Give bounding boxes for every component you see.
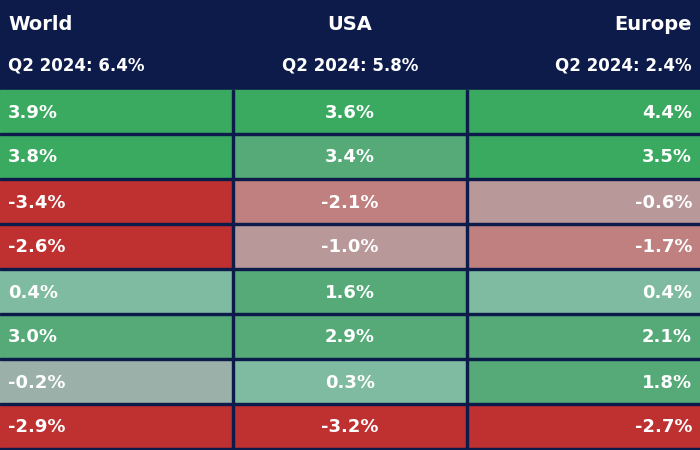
Bar	[233, 90, 467, 133]
Bar	[467, 135, 700, 178]
Text: 2.1%: 2.1%	[642, 328, 692, 346]
Bar	[232, 90, 234, 450]
Bar	[467, 225, 700, 268]
Text: -1.0%: -1.0%	[321, 238, 379, 256]
Bar	[467, 405, 700, 448]
Text: -2.1%: -2.1%	[321, 194, 379, 212]
Text: 3.8%: 3.8%	[8, 148, 58, 166]
Text: -1.7%: -1.7%	[634, 238, 692, 256]
Bar	[0, 403, 700, 405]
Bar	[0, 180, 233, 223]
Text: 3.6%: 3.6%	[325, 104, 375, 122]
Bar	[0, 90, 233, 133]
Text: -2.9%: -2.9%	[8, 418, 66, 436]
Bar	[0, 358, 700, 360]
Bar	[466, 90, 468, 450]
Text: Europe: Europe	[615, 15, 692, 34]
Bar	[0, 225, 233, 268]
Text: Q2 2024: 6.4%: Q2 2024: 6.4%	[8, 57, 144, 75]
Text: Q2 2024: 2.4%: Q2 2024: 2.4%	[555, 57, 692, 75]
Bar	[233, 180, 467, 223]
Bar	[0, 0, 700, 90]
Bar	[467, 270, 700, 313]
Bar	[233, 270, 467, 313]
Text: 1.8%: 1.8%	[642, 374, 692, 392]
Bar	[0, 448, 700, 450]
Text: 3.9%: 3.9%	[8, 104, 58, 122]
Text: 0.3%: 0.3%	[325, 374, 375, 392]
Text: -2.7%: -2.7%	[634, 418, 692, 436]
Text: -3.2%: -3.2%	[321, 418, 379, 436]
Text: -0.2%: -0.2%	[8, 374, 66, 392]
Text: World: World	[8, 15, 72, 34]
Text: -0.6%: -0.6%	[634, 194, 692, 212]
Bar	[0, 133, 700, 135]
Bar	[233, 315, 467, 358]
Bar	[0, 405, 233, 448]
Bar	[0, 135, 233, 178]
Text: 1.6%: 1.6%	[325, 284, 375, 302]
Bar	[0, 223, 700, 225]
Bar	[0, 178, 700, 180]
Bar	[233, 405, 467, 448]
Bar	[0, 268, 700, 270]
Text: 3.5%: 3.5%	[642, 148, 692, 166]
Bar	[0, 315, 233, 358]
Bar	[467, 315, 700, 358]
Bar	[0, 360, 233, 403]
Text: Q2 2024: 5.8%: Q2 2024: 5.8%	[282, 57, 418, 75]
Text: -3.4%: -3.4%	[8, 194, 66, 212]
Bar	[467, 180, 700, 223]
Bar	[467, 360, 700, 403]
Bar	[233, 360, 467, 403]
Text: 4.4%: 4.4%	[642, 104, 692, 122]
Bar	[467, 90, 700, 133]
Text: 0.4%: 0.4%	[642, 284, 692, 302]
Text: 2.9%: 2.9%	[325, 328, 375, 346]
Bar	[0, 270, 233, 313]
Bar	[0, 313, 700, 315]
Text: 3.0%: 3.0%	[8, 328, 58, 346]
Text: 0.4%: 0.4%	[8, 284, 58, 302]
Bar	[233, 225, 467, 268]
Text: 3.4%: 3.4%	[325, 148, 375, 166]
Text: USA: USA	[328, 15, 372, 34]
Bar	[233, 135, 467, 178]
Text: -2.6%: -2.6%	[8, 238, 66, 256]
